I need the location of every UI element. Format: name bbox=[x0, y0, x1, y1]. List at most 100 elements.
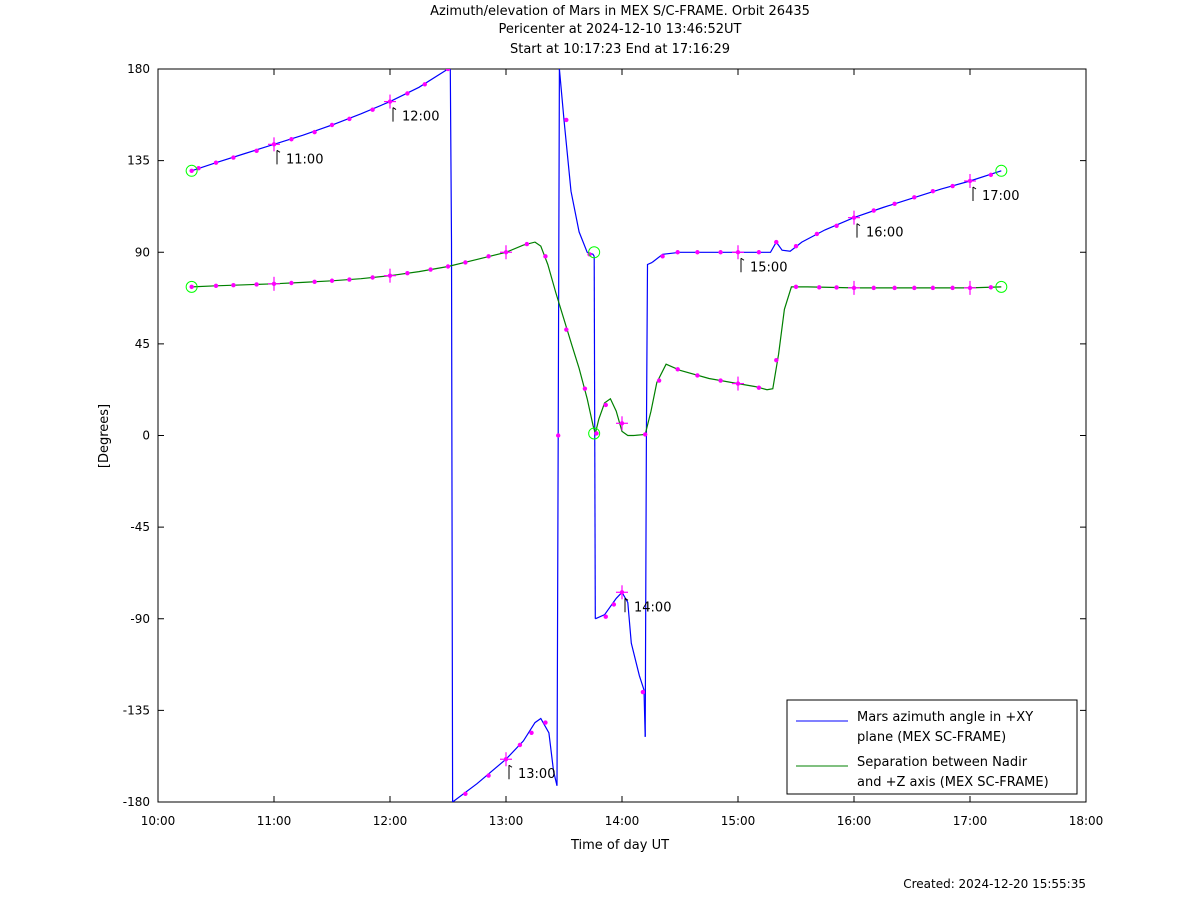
data-point bbox=[189, 168, 194, 174]
data-point bbox=[189, 284, 194, 290]
data-point bbox=[445, 69, 451, 72]
endpoint-circle bbox=[588, 246, 601, 259]
x-tick-label: 15:00 bbox=[721, 814, 756, 828]
hour-label-arrowhead bbox=[276, 149, 281, 153]
endpoint-circle bbox=[185, 280, 198, 293]
data-point bbox=[817, 285, 822, 290]
data-point bbox=[603, 614, 608, 619]
data-point bbox=[289, 137, 294, 142]
data-point bbox=[871, 285, 876, 291]
legend-box bbox=[786, 699, 1078, 795]
x-tick-label: 18:00 bbox=[1069, 814, 1104, 828]
x-axis-label: Time of day UT bbox=[570, 838, 669, 853]
created-timestamp: Created: 2024-12-20 15:55:35 bbox=[903, 877, 1086, 891]
data-point bbox=[594, 431, 599, 436]
data-point bbox=[329, 278, 335, 283]
data-point bbox=[486, 773, 491, 778]
hour-label: 11:00 bbox=[286, 152, 323, 167]
data-point bbox=[543, 254, 548, 259]
series-line bbox=[191, 241, 1002, 437]
hour-label-arrowhead bbox=[508, 764, 513, 768]
chart-subtitle-start-end: Start at 10:17:23 End at 17:16:29 bbox=[509, 42, 731, 57]
x-tick-label: 11:00 bbox=[257, 814, 292, 828]
data-point bbox=[312, 279, 317, 284]
y-tick-label: -135 bbox=[123, 703, 150, 717]
series-markers-1 bbox=[185, 241, 1008, 440]
endpoint-circle bbox=[995, 164, 1008, 177]
data-point bbox=[793, 284, 799, 290]
x-tick-label: 16:00 bbox=[837, 814, 872, 828]
series-line bbox=[191, 69, 449, 172]
data-point bbox=[347, 277, 352, 282]
hour-label: 16:00 bbox=[866, 226, 903, 241]
plot-frame bbox=[157, 68, 1087, 803]
data-point bbox=[834, 285, 839, 290]
data-point bbox=[329, 122, 335, 128]
data-point bbox=[603, 402, 608, 408]
data-point bbox=[564, 117, 569, 123]
data-point bbox=[656, 378, 662, 383]
axis-ticks: 10:00 11:00 12:00 13:00 14:00 15:00 16:00 17:00… bbox=[123, 62, 1104, 828]
data-point bbox=[582, 386, 588, 391]
data-point bbox=[988, 285, 994, 290]
data-point bbox=[643, 432, 648, 437]
data-point bbox=[231, 155, 236, 160]
hour-label: 12:00 bbox=[402, 110, 439, 125]
data-point bbox=[834, 223, 839, 228]
data-point bbox=[347, 116, 352, 122]
data-point bbox=[517, 742, 523, 748]
data-point bbox=[196, 165, 201, 171]
data-point bbox=[892, 285, 897, 291]
data-point bbox=[405, 271, 410, 276]
y-tick-label: 180 bbox=[127, 62, 150, 76]
data-point bbox=[756, 250, 762, 255]
data-point bbox=[529, 730, 534, 735]
x-tick-label: 10:00 bbox=[141, 814, 176, 828]
hour-label-arrowhead bbox=[856, 223, 861, 227]
data-point bbox=[660, 254, 665, 259]
series-line bbox=[651, 170, 1002, 263]
endpoint-circle bbox=[995, 280, 1008, 293]
data-point bbox=[912, 195, 917, 200]
y-axis-label: [Degrees] bbox=[97, 404, 112, 468]
data-point bbox=[564, 327, 569, 332]
hour-label-arrowhead bbox=[740, 257, 745, 261]
data-point bbox=[640, 689, 646, 695]
y-tick-label: -90 bbox=[130, 612, 150, 626]
data-point bbox=[793, 243, 799, 249]
legend-label-separation-1: Separation between Nadir bbox=[857, 755, 1028, 770]
data-point bbox=[930, 188, 936, 194]
hour-label-arrowhead bbox=[624, 597, 629, 601]
data-layer bbox=[185, 69, 1008, 802]
data-point bbox=[231, 283, 236, 288]
series-line bbox=[593, 256, 596, 619]
endpoint-circle bbox=[185, 164, 198, 177]
data-point bbox=[611, 602, 617, 607]
data-point bbox=[370, 275, 375, 280]
series-markers-0 bbox=[185, 69, 1008, 797]
data-point bbox=[756, 385, 762, 390]
data-point bbox=[254, 148, 259, 154]
x-tick-label: 12:00 bbox=[373, 814, 408, 828]
legend: Mars azimuth angle in +XY plane (MEX SC-… bbox=[786, 699, 1078, 795]
data-point bbox=[814, 231, 820, 237]
data-point bbox=[950, 183, 955, 189]
data-point bbox=[524, 241, 530, 247]
series-1 bbox=[191, 241, 1002, 437]
data-point bbox=[463, 791, 468, 797]
data-point bbox=[695, 250, 700, 255]
data-point bbox=[312, 129, 317, 135]
data-point bbox=[675, 250, 680, 255]
data-point bbox=[774, 239, 779, 245]
series-line bbox=[644, 261, 653, 737]
hour-label: 13:00 bbox=[518, 767, 555, 782]
hour-label: 17:00 bbox=[982, 189, 1019, 204]
hour-label-arrowhead bbox=[972, 186, 977, 190]
data-point bbox=[871, 208, 876, 213]
data-point bbox=[213, 283, 219, 289]
series-line bbox=[449, 69, 454, 802]
data-point bbox=[556, 433, 561, 438]
data-point bbox=[370, 107, 375, 112]
endpoint-circle bbox=[588, 427, 601, 440]
hour-label: 14:00 bbox=[634, 600, 671, 615]
